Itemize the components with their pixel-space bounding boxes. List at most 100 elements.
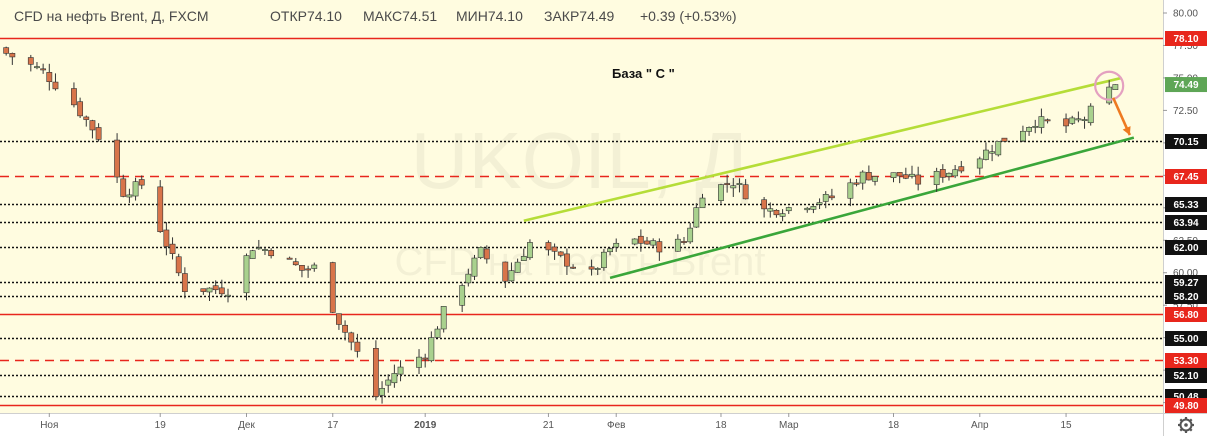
candle[interactable] — [249, 249, 256, 259]
candle[interactable] — [656, 238, 663, 261]
candle[interactable] — [865, 165, 872, 181]
candle[interactable] — [687, 222, 694, 244]
candle[interactable] — [52, 73, 59, 91]
candle[interactable] — [372, 340, 379, 401]
candle[interactable] — [465, 268, 472, 287]
candle[interactable] — [342, 320, 348, 341]
candle[interactable] — [1112, 84, 1119, 90]
candle[interactable] — [674, 234, 681, 252]
candle[interactable] — [9, 52, 16, 65]
candle[interactable] — [909, 165, 915, 179]
candle[interactable] — [631, 238, 638, 246]
candle[interactable] — [212, 280, 219, 295]
candle[interactable] — [902, 167, 909, 180]
candle[interactable] — [564, 248, 570, 275]
time-axis[interactable]: Ноя 19 Дек 17 2019 21 Фев 18 Мар 18 Апр 15 — [40, 413, 1072, 431]
candle[interactable] — [311, 262, 318, 272]
candle[interactable] — [1001, 137, 1008, 142]
candle[interactable] — [169, 237, 176, 260]
candle[interactable] — [126, 188, 133, 203]
candle[interactable] — [779, 209, 786, 222]
candle[interactable] — [570, 264, 576, 270]
candle[interactable] — [3, 46, 10, 56]
candle[interactable] — [545, 240, 552, 256]
candle[interactable] — [804, 206, 811, 213]
candle[interactable] — [890, 172, 897, 183]
candle[interactable] — [138, 175, 145, 190]
candle[interactable] — [816, 198, 823, 210]
candle[interactable] — [181, 267, 188, 299]
candle[interactable] — [983, 142, 989, 161]
candle[interactable] — [520, 248, 527, 261]
candle[interactable] — [594, 267, 601, 276]
candle[interactable] — [255, 239, 262, 250]
candle[interactable] — [292, 257, 299, 266]
upper-trendline[interactable] — [523, 76, 1122, 223]
candle[interactable] — [379, 381, 385, 404]
candle[interactable] — [958, 160, 965, 174]
candle[interactable] — [514, 258, 521, 273]
candle[interactable] — [939, 164, 946, 183]
candle[interactable] — [933, 167, 940, 192]
candle[interactable] — [989, 144, 996, 162]
candle[interactable] — [305, 265, 312, 278]
candle[interactable] — [600, 249, 607, 271]
candle[interactable] — [508, 262, 515, 282]
candle[interactable] — [718, 183, 724, 204]
candle[interactable] — [27, 54, 34, 72]
candle[interactable] — [114, 133, 120, 183]
candle[interactable] — [872, 176, 878, 186]
candle[interactable] — [650, 238, 657, 248]
candle[interactable] — [995, 141, 1002, 157]
candle[interactable] — [89, 119, 96, 139]
candle[interactable] — [385, 374, 392, 393]
candle[interactable] — [607, 247, 613, 256]
candle[interactable] — [724, 174, 731, 193]
candle[interactable] — [354, 333, 361, 358]
candle[interactable] — [483, 245, 490, 264]
candle[interactable] — [853, 179, 860, 187]
candle[interactable] — [588, 259, 595, 276]
candle[interactable] — [761, 196, 768, 218]
candle[interactable] — [557, 251, 564, 258]
candle[interactable] — [828, 188, 835, 201]
candle[interactable] — [527, 239, 533, 260]
candle[interactable] — [681, 237, 687, 245]
candle[interactable] — [736, 178, 743, 193]
lower-trendline[interactable] — [609, 136, 1135, 280]
candle[interactable] — [336, 313, 342, 330]
price-axis[interactable]: 80.0077.5075.0072.5070.0067.5065.0062.50… — [1163, 8, 1207, 413]
candle[interactable] — [1044, 118, 1051, 124]
candle[interactable] — [348, 331, 355, 351]
candle[interactable] — [859, 170, 866, 190]
candle[interactable] — [206, 287, 213, 301]
candle[interactable] — [286, 256, 293, 260]
candle[interactable] — [613, 238, 620, 252]
candle[interactable] — [391, 364, 398, 388]
candle[interactable] — [644, 236, 650, 245]
candle[interactable] — [243, 253, 250, 301]
candle[interactable] — [699, 193, 706, 209]
candle[interactable] — [299, 265, 305, 278]
candle[interactable] — [397, 360, 404, 382]
candle[interactable] — [268, 248, 275, 259]
candle[interactable] — [163, 222, 170, 256]
candle[interactable] — [422, 353, 429, 368]
candlesticks[interactable] — [3, 46, 1119, 404]
candle[interactable] — [471, 254, 478, 281]
candle[interactable] — [1075, 111, 1082, 123]
candle[interactable] — [637, 229, 644, 252]
candle[interactable] — [810, 205, 817, 214]
candle[interactable] — [416, 349, 422, 374]
candle[interactable] — [773, 209, 780, 218]
candle[interactable] — [120, 174, 127, 198]
candle[interactable] — [459, 283, 466, 313]
candle[interactable] — [34, 62, 40, 70]
candle[interactable] — [952, 164, 959, 179]
candle[interactable] — [225, 288, 231, 303]
candle[interactable] — [477, 246, 484, 260]
candle[interactable] — [730, 178, 737, 197]
candle[interactable] — [434, 326, 441, 338]
candle[interactable] — [71, 82, 77, 108]
